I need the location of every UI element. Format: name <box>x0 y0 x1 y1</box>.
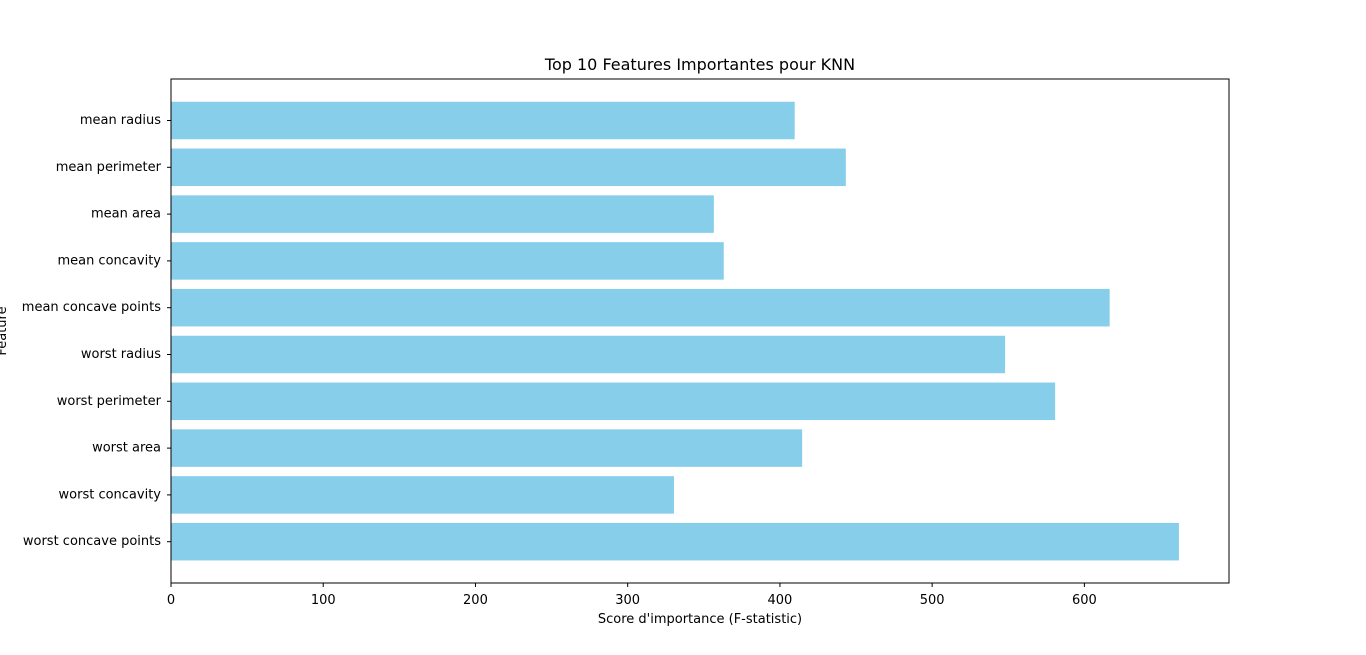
bar-worst-concavity <box>171 476 674 514</box>
bar-mean-concave-points <box>171 288 1110 327</box>
x-ticks-group: 0 100 200 300 400 500 600 <box>167 583 1097 608</box>
y-tick-label: worst concave points <box>23 534 161 549</box>
bar-mean-concavity <box>171 242 724 280</box>
bar-worst-perimeter <box>171 382 1056 421</box>
y-tick-label: worst concavity <box>59 487 162 502</box>
bar-mean-area <box>171 195 714 233</box>
bar-worst-radius <box>171 335 1006 374</box>
y-axis-label: Feature <box>0 306 10 355</box>
bar-worst-concave-points <box>171 522 1179 561</box>
y-tick-label: worst area <box>92 441 161 456</box>
y-tick-label: mean radius <box>80 113 161 128</box>
y-tick-label: worst perimeter <box>57 394 162 409</box>
bars-group <box>171 101 1179 561</box>
chart-title: Top 10 Features Importantes pour KNN <box>544 55 855 74</box>
bar-mean-perimeter <box>171 148 846 187</box>
x-tick-label: 300 <box>615 593 640 608</box>
y-tick-label: mean concave points <box>22 300 161 315</box>
x-tick-label: 100 <box>311 593 336 608</box>
x-axis-label: Score d'importance (F-statistic) <box>598 612 802 627</box>
y-tick-label: mean concavity <box>57 253 161 268</box>
x-tick-label: 400 <box>768 593 793 608</box>
x-tick-label: 200 <box>463 593 488 608</box>
bar-mean-radius <box>171 101 795 140</box>
y-ticks-group: mean radius mean perimeter mean area mean c… <box>22 113 171 549</box>
x-tick-label: 500 <box>920 593 945 608</box>
x-tick-label: 0 <box>167 593 175 608</box>
axes-frame <box>170 78 1230 584</box>
bar-worst-area <box>171 429 803 467</box>
y-tick-label: mean area <box>91 207 161 222</box>
y-tick-label: worst radius <box>81 347 161 362</box>
x-tick-label: 600 <box>1072 593 1097 608</box>
y-tick-label: mean perimeter <box>56 160 162 175</box>
